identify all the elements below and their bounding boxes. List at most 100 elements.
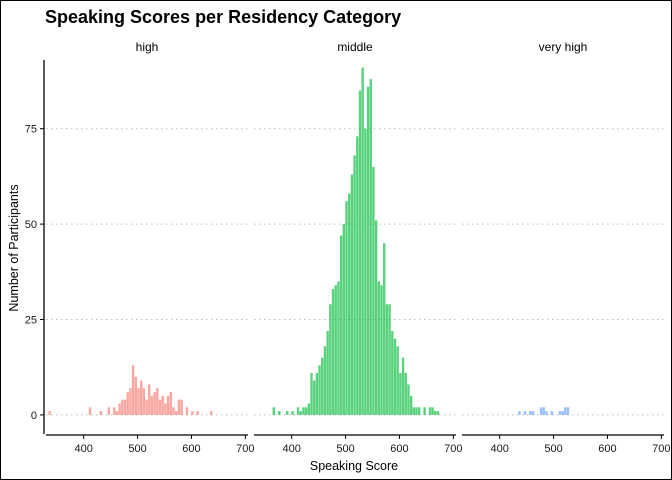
histogram-bar [337,281,340,415]
histogram-bar [342,224,346,415]
x-tick-label: 400 [283,443,301,455]
histogram-bar [323,346,327,415]
histogram-bar [558,411,562,415]
x-tick-label: 700 [236,443,254,455]
chart-title: Speaking Scores per Residency Category [45,7,401,27]
histogram-bar [377,281,381,415]
facet-panel-middle: middle 400 500 600 700 [254,40,462,455]
histogram-bar [409,395,413,415]
histogram-bar [277,411,281,415]
x-tick-label: 500 [128,443,146,455]
histogram-bar [339,235,343,415]
y-tick-label: 50 [25,219,37,231]
histogram-bar [123,399,127,415]
histogram-bar [175,411,178,415]
histogram-bar [142,388,146,415]
facet-panel-high: high 400 500 600 700 [46,40,254,455]
histogram-bar [196,411,199,415]
histogram-bar [347,193,351,415]
histogram-bar [185,407,189,415]
histogram-bar [529,411,532,415]
histogram-bar [172,407,175,415]
histogram-bar [299,411,302,415]
facet-strip-label: middle [337,40,373,54]
x-axis-label: Speaking Score [310,459,398,473]
histogram-bar [113,407,116,415]
histogram-bar [326,330,329,415]
histogram-bar [121,399,124,415]
histogram-bar [366,86,370,415]
histogram-bar [129,388,132,415]
histogram-bar [550,411,554,415]
x-tick-label: 600 [390,443,408,455]
x-tick-label: 600 [182,443,200,455]
histogram-bar [134,376,138,415]
histogram-bar [331,288,335,415]
x-tick-label: 700 [444,443,462,455]
histogram-bar [404,372,407,415]
facet-strip-label: very high [539,40,588,54]
histogram-bar [145,399,148,415]
histogram-bar [286,411,289,415]
histogram-bar [156,388,159,415]
histogram-bar [523,411,527,415]
histogram-bar [434,411,437,415]
histogram-bar [380,285,383,415]
x-tick-label: 500 [336,443,354,455]
histogram-bar [307,403,310,415]
histogram-bar [393,338,397,415]
histogram-bar [334,285,337,415]
histogram-bar [312,380,316,415]
histogram-bar [407,384,410,415]
histogram-bar [374,220,378,415]
histogram-bar [566,407,570,415]
histogram-bar [383,243,386,415]
histogram-bar [88,407,92,415]
x-tick-label: 500 [544,443,562,455]
histogram-bar [399,372,402,415]
histogram-bar [353,155,356,415]
histogram-bar [164,403,167,415]
histogram-bar [531,411,535,415]
x-tick-label: 400 [75,443,93,455]
histogram-bar [415,407,418,415]
histogram-bar [150,395,154,415]
histogram-bar [518,411,521,415]
histogram-bar [564,407,567,415]
histogram-bar [318,365,321,415]
histogram-bar [166,395,170,415]
facet-panels: 0 25 50 75 high 400 500 600 700 middle 400 500 600 70… [25,40,671,455]
facet-strip-label: high [136,40,159,54]
histogram-bar [385,304,389,415]
histogram-bar [364,128,367,415]
histogram-bar [115,411,119,415]
histogram-bar [372,166,375,415]
histogram-bar [369,79,372,415]
histogram-bar [418,407,421,415]
histogram-bar [428,407,432,415]
histogram-bar [304,407,308,415]
histogram-bar [396,346,399,415]
histogram-bar [561,411,564,415]
histogram-bar [291,411,294,415]
histogram-bar [361,67,364,415]
histogram-bar [137,388,140,415]
x-tick-label: 600 [598,443,616,455]
histogram-bar [131,365,135,415]
y-tick-label: 25 [25,315,37,327]
histogram-bar [296,407,300,415]
histogram-bar [148,384,151,415]
histogram-bar [48,411,51,415]
histogram-bar [436,411,440,415]
histogram-bar [191,411,194,415]
histogram-bar [310,372,313,415]
x-tick-label: 700 [652,443,670,455]
histogram-bar [99,411,102,415]
y-tick-label: 0 [31,410,37,422]
histogram-bar [358,90,362,415]
histogram-bar [180,399,183,415]
histogram-bar [542,407,545,415]
y-tick-label: 75 [25,124,37,136]
histogram-bar [302,407,305,415]
